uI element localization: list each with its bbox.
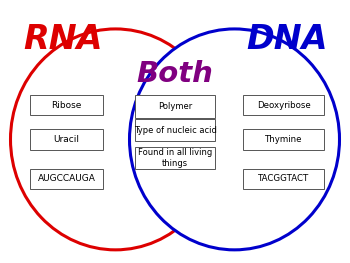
Text: Both: Both (136, 60, 214, 88)
Text: Thymine: Thymine (265, 135, 302, 144)
Text: Deoxyribose: Deoxyribose (257, 101, 310, 110)
FancyBboxPatch shape (135, 147, 215, 169)
FancyBboxPatch shape (135, 95, 215, 118)
Ellipse shape (10, 29, 220, 250)
FancyBboxPatch shape (243, 169, 324, 189)
FancyBboxPatch shape (30, 169, 103, 189)
FancyBboxPatch shape (30, 129, 103, 150)
Text: AUGCCAUGA: AUGCCAUGA (37, 174, 96, 183)
Text: Found in all living
things: Found in all living things (138, 148, 212, 168)
FancyBboxPatch shape (135, 119, 215, 141)
FancyBboxPatch shape (243, 129, 324, 150)
Text: DNA: DNA (246, 23, 328, 56)
Text: Uracil: Uracil (54, 135, 79, 144)
Text: Ribose: Ribose (51, 101, 82, 110)
Text: Type of nucleic acid: Type of nucleic acid (134, 126, 216, 135)
Ellipse shape (130, 29, 340, 250)
Text: TACGGTACT: TACGGTACT (258, 174, 309, 183)
FancyBboxPatch shape (243, 95, 324, 115)
Text: RNA: RNA (23, 23, 103, 56)
Text: Polymer: Polymer (158, 102, 192, 111)
FancyBboxPatch shape (30, 95, 103, 115)
